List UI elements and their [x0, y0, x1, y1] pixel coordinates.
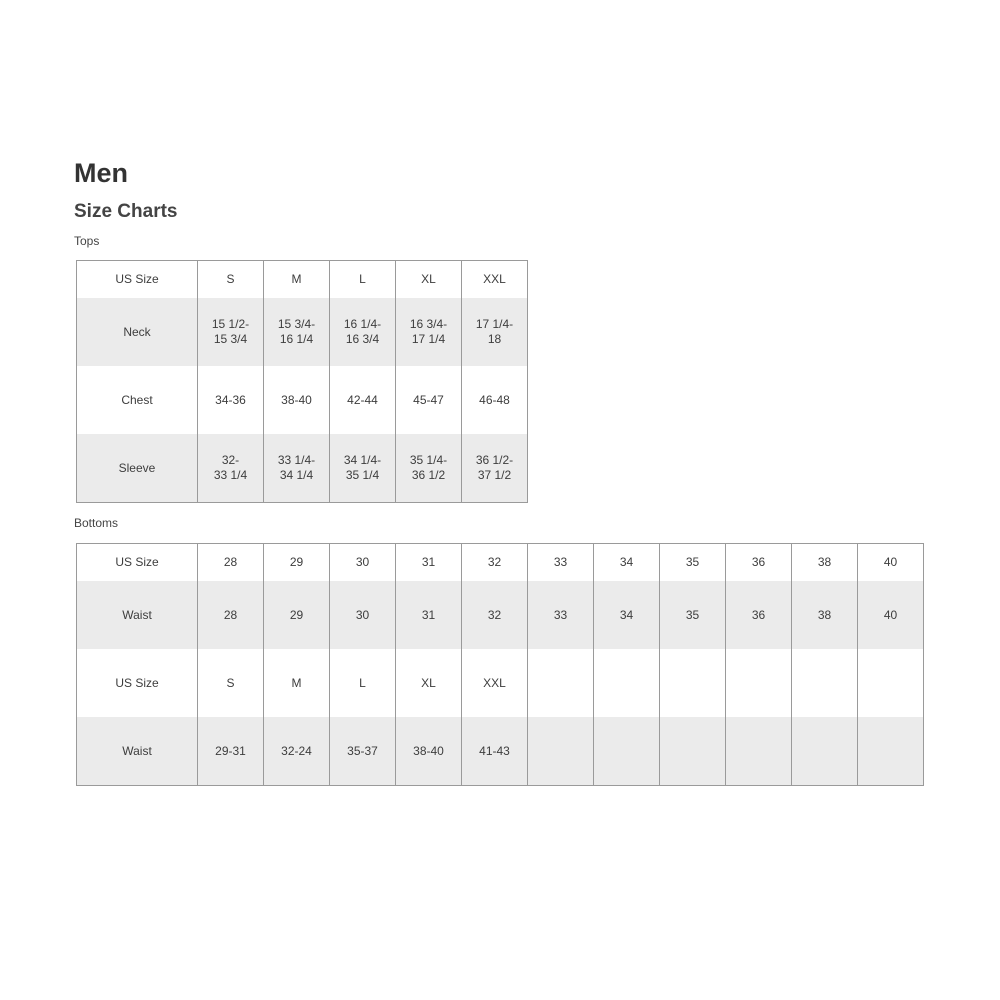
table-cell: 46-48	[461, 366, 528, 434]
table-cell: 38-40	[263, 366, 330, 434]
table-cell: 35	[659, 543, 726, 581]
table-row: Waist 29-31 32-24 35-37 38-40 41-43	[76, 717, 924, 786]
table-cell: 38-40	[395, 717, 462, 786]
table-cell: 30	[329, 581, 396, 649]
table-cell: 38	[791, 581, 858, 649]
table-cell: 33 1/4- 34 1/4	[263, 434, 330, 503]
table-row: Chest 34-36 38-40 42-44 45-47 46-48	[77, 366, 528, 434]
table-cell	[593, 649, 660, 717]
table-cell: 15 3/4- 16 1/4	[263, 298, 330, 366]
table-cell: 28	[197, 581, 264, 649]
table-cell: 42-44	[329, 366, 396, 434]
table-cell: 45-47	[395, 366, 462, 434]
table-cell: L	[329, 649, 396, 717]
table-cell	[857, 717, 924, 786]
table-cell: M	[263, 260, 330, 298]
row-header-cell: Waist	[76, 581, 198, 649]
table-cell: 36	[725, 581, 792, 649]
table-cell: XL	[395, 260, 462, 298]
tops-size-table: US Size S M L XL XXL Neck 15 1/2- 15 3/4 15 3/4-…	[76, 260, 528, 503]
table-cell: 41-43	[461, 717, 528, 786]
table-cell: 40	[857, 581, 924, 649]
row-header-cell: Sleeve	[76, 434, 198, 503]
row-header-cell: US Size	[115, 555, 159, 569]
table-cell	[659, 717, 726, 786]
table-cell	[791, 717, 858, 786]
table-cell: XL	[395, 649, 462, 717]
row-header-cell: Neck	[76, 298, 198, 366]
row-header-cell: US Size	[115, 272, 159, 286]
table-cell: 34	[593, 581, 660, 649]
table-cell	[593, 717, 660, 786]
table-cell	[791, 649, 858, 717]
table-cell: 35	[659, 581, 726, 649]
row-header-cell: Waist	[76, 717, 198, 786]
table-cell: XXL	[461, 260, 528, 298]
table-cell: 36 1/2- 37 1/2	[461, 434, 528, 503]
table-cell: 33	[527, 543, 594, 581]
table-cell: 17 1/4- 18	[461, 298, 528, 366]
table-cell: 32	[461, 543, 528, 581]
table-cell: 34 1/4- 35 1/4	[329, 434, 396, 503]
table-cell: 36	[725, 543, 792, 581]
table-cell: 34-36	[197, 366, 264, 434]
table-row: US Size 28 29 30 31 32 33 34 35 36 38 40	[77, 543, 924, 581]
table-cell: 40	[857, 543, 924, 581]
table-row: Waist 28 29 30 31 32 33 34 35 36 38 40	[76, 581, 924, 649]
table-cell: M	[263, 649, 330, 717]
table-cell: 35-37	[329, 717, 396, 786]
table-cell: 32-24	[263, 717, 330, 786]
table-row: US Size S M L XL XXL	[77, 260, 528, 298]
table-cell: 28	[197, 543, 264, 581]
table-cell: S	[197, 649, 264, 717]
table-cell: 34	[593, 543, 660, 581]
table-cell	[527, 717, 594, 786]
table-row: Sleeve 32- 33 1/4 33 1/4- 34 1/4 34 1/4- 35…	[76, 434, 528, 503]
page-subtitle: Size Charts	[74, 201, 178, 222]
table-cell: 29	[263, 543, 330, 581]
table-row: US Size S M L XL XXL	[77, 649, 924, 717]
table-cell: S	[197, 260, 264, 298]
tops-label: Tops	[74, 234, 100, 248]
table-cell	[725, 649, 792, 717]
table-cell: 38	[791, 543, 858, 581]
table-cell: 16 1/4- 16 3/4	[329, 298, 396, 366]
table-cell: 16 3/4- 17 1/4	[395, 298, 462, 366]
table-cell: L	[329, 260, 396, 298]
table-cell: 29	[263, 581, 330, 649]
table-cell	[857, 649, 924, 717]
bottoms-size-table: US Size 28 29 30 31 32 33 34 35 36 38 40 Waist 28 29 30…	[76, 543, 924, 786]
table-row: Neck 15 1/2- 15 3/4 15 3/4- 16 1/4 16 1/4- …	[76, 298, 528, 366]
row-header-cell: Chest	[121, 392, 153, 407]
table-cell: 35 1/4- 36 1/2	[395, 434, 462, 503]
table-cell	[659, 649, 726, 717]
table-cell	[725, 717, 792, 786]
table-cell: 32- 33 1/4	[197, 434, 264, 503]
table-cell: 29-31	[197, 717, 264, 786]
table-cell: 30	[329, 543, 396, 581]
table-cell: 33	[527, 581, 594, 649]
page-title: Men	[74, 158, 128, 188]
row-header-cell: US Size	[115, 675, 159, 690]
bottoms-label: Bottoms	[74, 516, 119, 530]
table-cell: 31	[395, 581, 462, 649]
table-cell: 15 1/2- 15 3/4	[197, 298, 264, 366]
table-cell: 31	[395, 543, 462, 581]
table-cell: 32	[461, 581, 528, 649]
table-cell	[527, 649, 594, 717]
table-cell: XXL	[461, 649, 528, 717]
